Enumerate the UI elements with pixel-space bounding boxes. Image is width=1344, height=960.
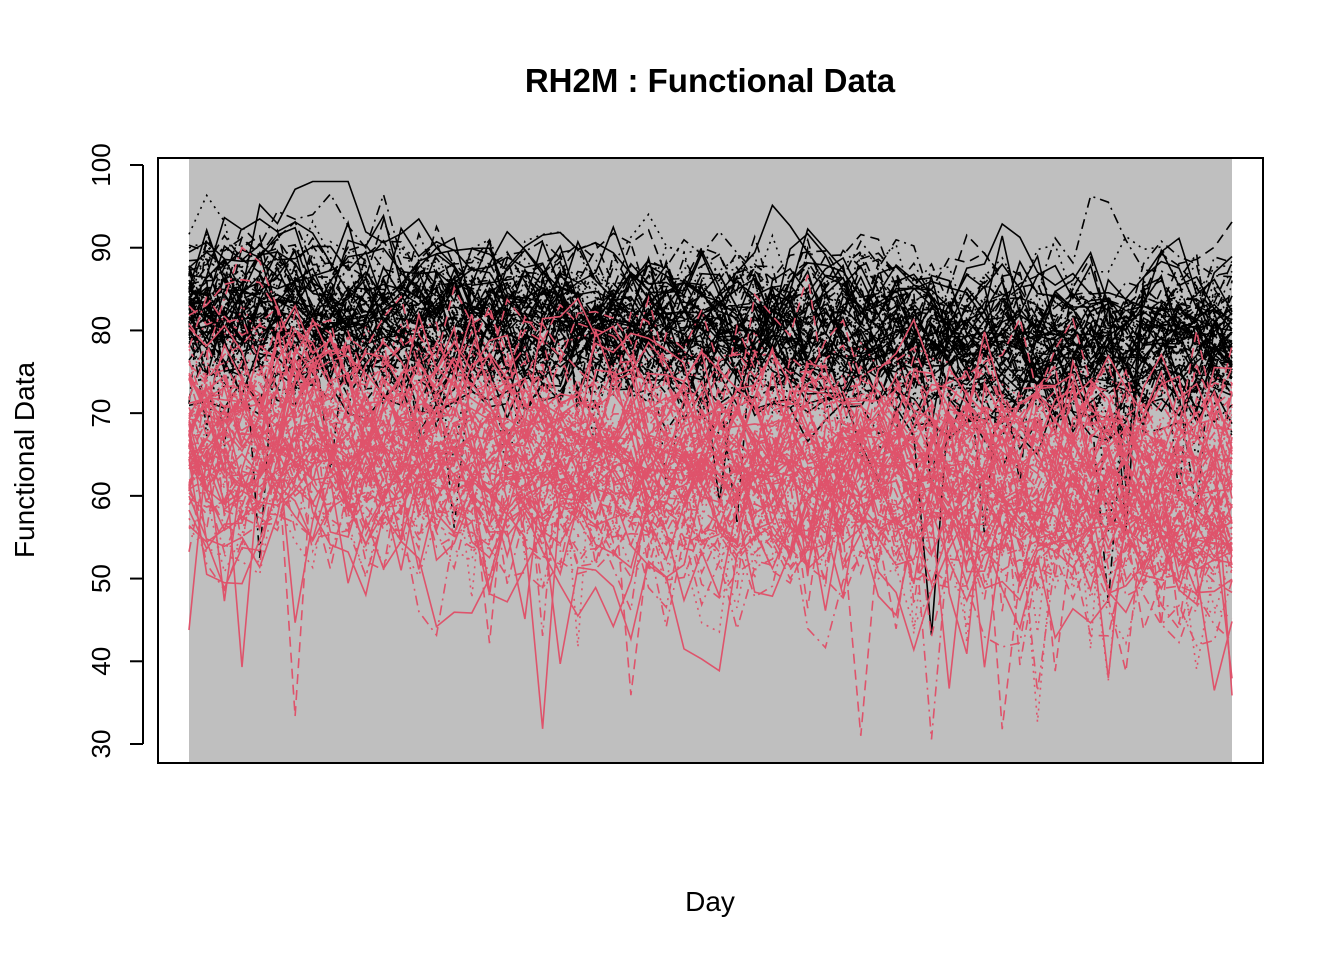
series-1-curve: [188, 191, 1233, 404]
series-1-curve: [188, 259, 1233, 400]
series-1-curve: [188, 260, 1233, 535]
chart-title: RH2M : Functional Data: [525, 62, 896, 99]
series-1-curve: [188, 267, 1233, 403]
series-2-curve: [188, 297, 1233, 484]
series-1-curve: [188, 305, 1233, 636]
x-axis-label: Day: [685, 886, 735, 917]
series-1-curve: [188, 233, 1233, 379]
series-1-curve: [188, 274, 1233, 443]
plot-area: [157, 157, 1264, 764]
series-2-curve: [188, 378, 1233, 525]
series-2-curve: [188, 403, 1233, 597]
series-2-curve: [188, 368, 1233, 583]
series-2-curve: [188, 274, 1233, 509]
series-2-curve: [188, 438, 1233, 730]
series-2-curve: [188, 278, 1233, 626]
series-2-curve: [188, 384, 1233, 589]
series-2-curve: [188, 348, 1233, 516]
series-2-curve: [188, 307, 1233, 524]
series-1-curve: [188, 260, 1233, 470]
series-2-curve: [188, 366, 1233, 666]
series-2-curve: [188, 311, 1233, 509]
series-2-curve: [188, 368, 1233, 670]
series-2-curve: [188, 379, 1233, 598]
y-axis-label: Functional Data: [9, 362, 40, 559]
series-2-curve: [188, 390, 1233, 729]
y-ticks: 30 40 50 60 70 80 90 100: [86, 143, 143, 758]
functional-curves: [188, 180, 1233, 740]
y-tick-label: 70: [86, 399, 116, 428]
series-2-curve: [188, 344, 1233, 580]
series-1-curve: [188, 228, 1233, 390]
series-2-curve: [188, 318, 1233, 649]
series-1-curve: [188, 255, 1233, 603]
plot-frame: [157, 157, 1264, 764]
series-1-curve: [188, 259, 1233, 462]
series-2-curve: [188, 424, 1233, 673]
series-2-curve: [188, 374, 1233, 572]
series-2-curve: [188, 391, 1233, 647]
y-tick-label: 90: [86, 233, 116, 262]
series-2-curve: [188, 363, 1233, 542]
y-tick-label: 50: [86, 564, 116, 593]
series-2-curve: [188, 377, 1233, 620]
series-2-curve: [188, 393, 1233, 598]
series-2-curve: [188, 387, 1233, 633]
series-2-curve: [188, 344, 1233, 679]
series-1-curve: [188, 239, 1233, 407]
series-2-curve: [188, 323, 1233, 546]
series-2-curve: [188, 377, 1233, 692]
series-2-curve: [188, 414, 1233, 633]
series-1-curve: [188, 287, 1233, 409]
series-1-curve: [188, 226, 1233, 373]
series-1-curve: [188, 217, 1233, 359]
series-2-curve: [188, 294, 1233, 546]
series-2-curve: [188, 305, 1233, 512]
y-tick-label: 100: [86, 143, 116, 186]
series-1-curve: [188, 243, 1233, 484]
series-1-curve: [188, 252, 1233, 495]
y-tick-label: 80: [86, 316, 116, 345]
series-2-curve: [188, 400, 1233, 740]
series-1-curve: [188, 250, 1233, 439]
y-tick-label: 30: [86, 730, 116, 759]
series-1-curve: [188, 221, 1233, 388]
series-1-curve: [188, 266, 1233, 493]
y-tick-label: 60: [86, 481, 116, 510]
series-2-curve: [188, 327, 1233, 696]
series-1-curve: [188, 213, 1233, 391]
series-1-curve: [188, 231, 1233, 414]
y-axis: 30 40 50 60 70 80 90 100: [86, 143, 144, 758]
y-tick-label: 40: [86, 647, 116, 676]
series-2-curve: [188, 341, 1233, 634]
series-2-curve: [188, 386, 1233, 543]
series-1-curve: [188, 239, 1233, 392]
series-1-curve: [188, 263, 1233, 405]
series-2-curve: [188, 355, 1233, 491]
series-1-curve: [188, 248, 1233, 411]
series-2-curve: [188, 429, 1233, 620]
series-2-curve: [188, 324, 1233, 518]
series-1-curve: [188, 277, 1233, 428]
series-2-curve: [188, 341, 1233, 672]
series-2-curve: [188, 321, 1233, 508]
series-1-curve: [188, 242, 1233, 409]
series-1-curve: [188, 245, 1233, 417]
series-2-curve: [188, 392, 1233, 638]
